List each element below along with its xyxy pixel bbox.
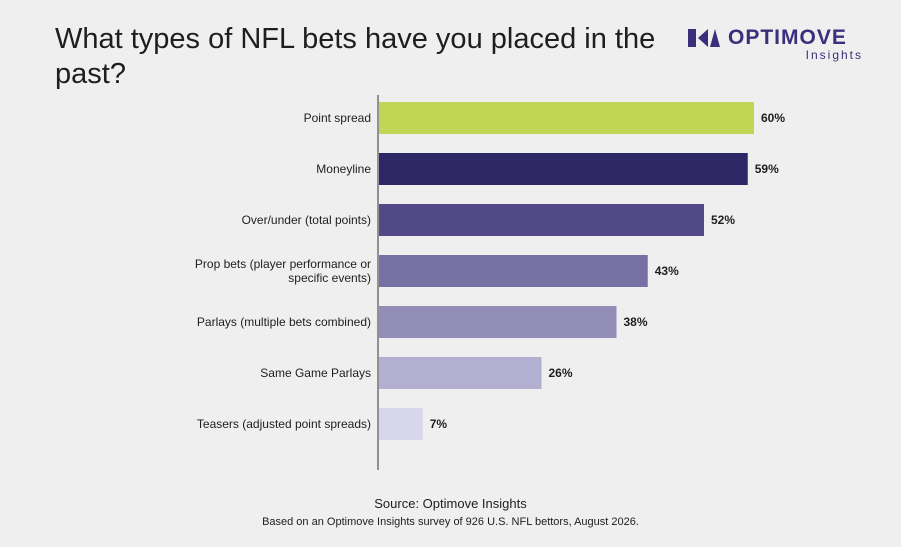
optimove-logo-icon: [688, 29, 720, 47]
bar-chart: 60% Point spread 59% Moneyline 52% Over/under…: [195, 95, 785, 470]
brand-name: OPTIMOVE: [728, 26, 847, 49]
bar: [379, 306, 617, 338]
data-label: 60%: [761, 111, 785, 125]
bar: [379, 102, 754, 134]
data-label: 59%: [755, 162, 779, 176]
bar: [379, 255, 648, 287]
category-label: Teasers (adjusted point spreads): [197, 417, 371, 431]
category-label: Parlays (multiple bets combined): [197, 315, 371, 329]
category-label: Point spread: [304, 111, 371, 125]
category-label: Moneyline: [316, 162, 371, 176]
data-label: 26%: [549, 366, 573, 380]
category-label: Prop bets (player performance or specific…: [195, 257, 371, 285]
brand-logo: OPTIMOVE Insights: [688, 26, 863, 62]
footer-note: Based on an Optimove Insights survey of …: [262, 516, 639, 528]
bar: [379, 204, 704, 236]
data-label: 43%: [655, 264, 679, 278]
footer-source: Source: Optimove Insights: [374, 496, 527, 511]
data-label: 52%: [711, 213, 735, 227]
chart-title: What types of NFL bets have you placed i…: [55, 23, 656, 90]
brand-subtitle: Insights: [805, 48, 863, 62]
bar: [379, 153, 748, 185]
category-label: Same Game Parlays: [260, 366, 371, 380]
category-label: Over/under (total points): [242, 213, 371, 227]
bar: [379, 408, 423, 440]
bar: [379, 357, 542, 389]
data-label: 38%: [624, 315, 648, 329]
data-label: 7%: [430, 417, 448, 431]
